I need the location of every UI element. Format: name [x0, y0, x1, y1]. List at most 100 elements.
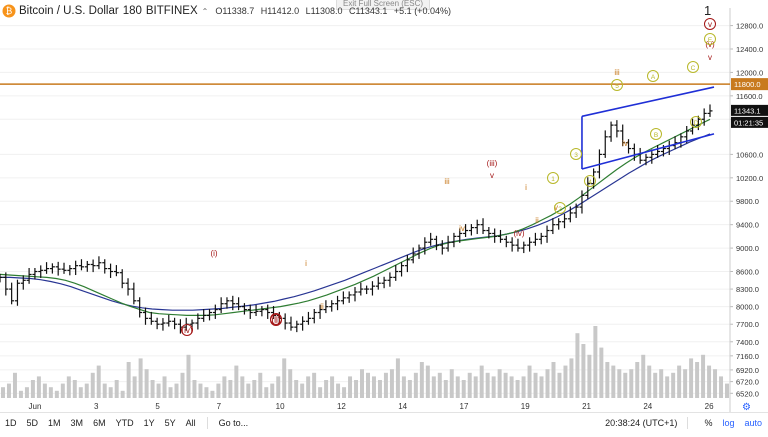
volume-bar	[108, 387, 113, 398]
exit-fullscreen-button[interactable]: Exit Full Screen (ESC)	[336, 0, 431, 10]
countdown-label: 01:21:35	[734, 118, 763, 127]
wave-label: iv	[622, 139, 628, 148]
price-tick-label: 12800.0	[736, 22, 763, 31]
range-all[interactable]: All	[185, 418, 196, 428]
volume-bar	[30, 380, 35, 398]
volume-bar	[539, 376, 544, 398]
volume-bar	[593, 326, 598, 398]
chart-header: ₿ Bitcoin / U.S. Dollar 180 BITFINEX ⌃ O…	[0, 0, 455, 22]
range-1d[interactable]: 1D	[5, 418, 17, 428]
wave-label: (i)	[210, 249, 217, 258]
range-1y[interactable]: 1Y	[143, 418, 155, 428]
range-1m[interactable]: 1M	[48, 418, 61, 428]
price-tick-label: 6520.0	[736, 389, 759, 398]
time-tick-label: 7	[217, 402, 222, 411]
volume-bar	[96, 365, 101, 398]
volume-bar	[162, 376, 167, 398]
range-6m[interactable]: 6M	[93, 418, 106, 428]
volume-bar	[557, 372, 562, 398]
volume-bar	[270, 383, 275, 398]
volume-bar	[677, 365, 682, 398]
volume-bar	[234, 365, 239, 398]
wave-label: 3	[574, 152, 578, 159]
volume-bar	[455, 376, 460, 398]
volume-bar	[312, 372, 317, 398]
wave-label: C	[691, 65, 696, 72]
auto-scale-toggle[interactable]: auto	[744, 418, 762, 428]
high-value: H11412.0	[260, 6, 300, 16]
volume-bar	[623, 372, 628, 398]
wave-label-circle	[650, 128, 662, 140]
wave-label-circle	[584, 175, 596, 187]
ma-slow-line	[0, 133, 711, 311]
change-value: +5.1 (+0.04%)	[393, 6, 451, 16]
volume-bar	[342, 387, 347, 398]
volume-bar	[617, 369, 622, 398]
range-5y[interactable]: 5Y	[164, 418, 176, 428]
volume-bar	[407, 380, 412, 398]
volume-bar	[431, 376, 436, 398]
price-tick-label: 8600.0	[736, 268, 759, 277]
volume-bar	[132, 376, 137, 398]
volume-bar	[683, 369, 688, 398]
volume-bar	[545, 369, 550, 398]
volume-bar	[276, 376, 281, 398]
volume-bar	[1, 387, 5, 398]
wave-label: E	[708, 37, 713, 44]
chevron-up-icon[interactable]: ⌃	[201, 6, 209, 16]
volume-bar	[653, 372, 658, 398]
volume-bar	[461, 380, 466, 398]
wave-label: (ii)	[272, 315, 281, 324]
wave-label: v	[554, 203, 558, 212]
range-ytd[interactable]: YTD	[115, 418, 134, 428]
price-tick-label: 6920.0	[736, 366, 759, 375]
volume-bar	[695, 362, 700, 398]
volume-bar	[294, 380, 299, 398]
volume-bar	[503, 372, 508, 398]
goto-button[interactable]: Go to...	[218, 418, 249, 428]
open-value: O11338.7	[215, 6, 255, 16]
time-tick-label: 10	[276, 402, 285, 411]
volume-bar	[336, 383, 341, 398]
range-3m[interactable]: 3M	[70, 418, 84, 428]
volume-bar	[635, 362, 640, 398]
volume-bar	[599, 347, 604, 398]
wave-label: (iv)	[181, 326, 192, 335]
volume-bar	[306, 376, 311, 398]
time-tick-label: 17	[460, 402, 469, 411]
wave-label: (iv)	[513, 229, 524, 238]
time-tick-label: 5	[155, 402, 160, 411]
volume-bar	[126, 362, 131, 398]
clock-label[interactable]: 20:38:24 (UTC+1)	[605, 418, 678, 428]
volume-bar	[437, 372, 442, 398]
ohlc-values: O11338.7 H11412.0 L11308.0 C11343.1 +5.1…	[215, 6, 455, 16]
volume-bar	[150, 380, 155, 398]
range-5d[interactable]: 5D	[26, 418, 39, 428]
countdown-box	[731, 116, 768, 128]
volume-bar	[395, 358, 400, 398]
volume-bar	[36, 376, 41, 398]
volume-bar	[66, 376, 71, 398]
interval-label[interactable]: 180	[122, 5, 142, 17]
price-tick-label: 9000.0	[736, 244, 759, 253]
price-tick-label: 8300.0	[736, 285, 759, 294]
wave-label-circle	[687, 61, 699, 73]
channel-lower-line	[581, 133, 715, 170]
volume-bar	[473, 376, 478, 398]
volume-bar	[581, 344, 586, 398]
wave-label-circle	[690, 116, 702, 128]
log-scale-toggle[interactable]: log	[722, 418, 735, 428]
percent-scale-toggle[interactable]: %	[704, 418, 713, 428]
volume-bar	[180, 372, 185, 398]
volume-bar	[348, 376, 353, 398]
time-tick-label: Jun	[29, 402, 42, 411]
volume-bar	[569, 358, 574, 398]
volume-bar	[42, 383, 47, 398]
volume-bar	[497, 369, 502, 398]
wave-label: 1	[551, 176, 555, 183]
volume-bar	[330, 376, 335, 398]
volume-bar	[419, 362, 424, 398]
wave-label-circle	[554, 202, 566, 214]
